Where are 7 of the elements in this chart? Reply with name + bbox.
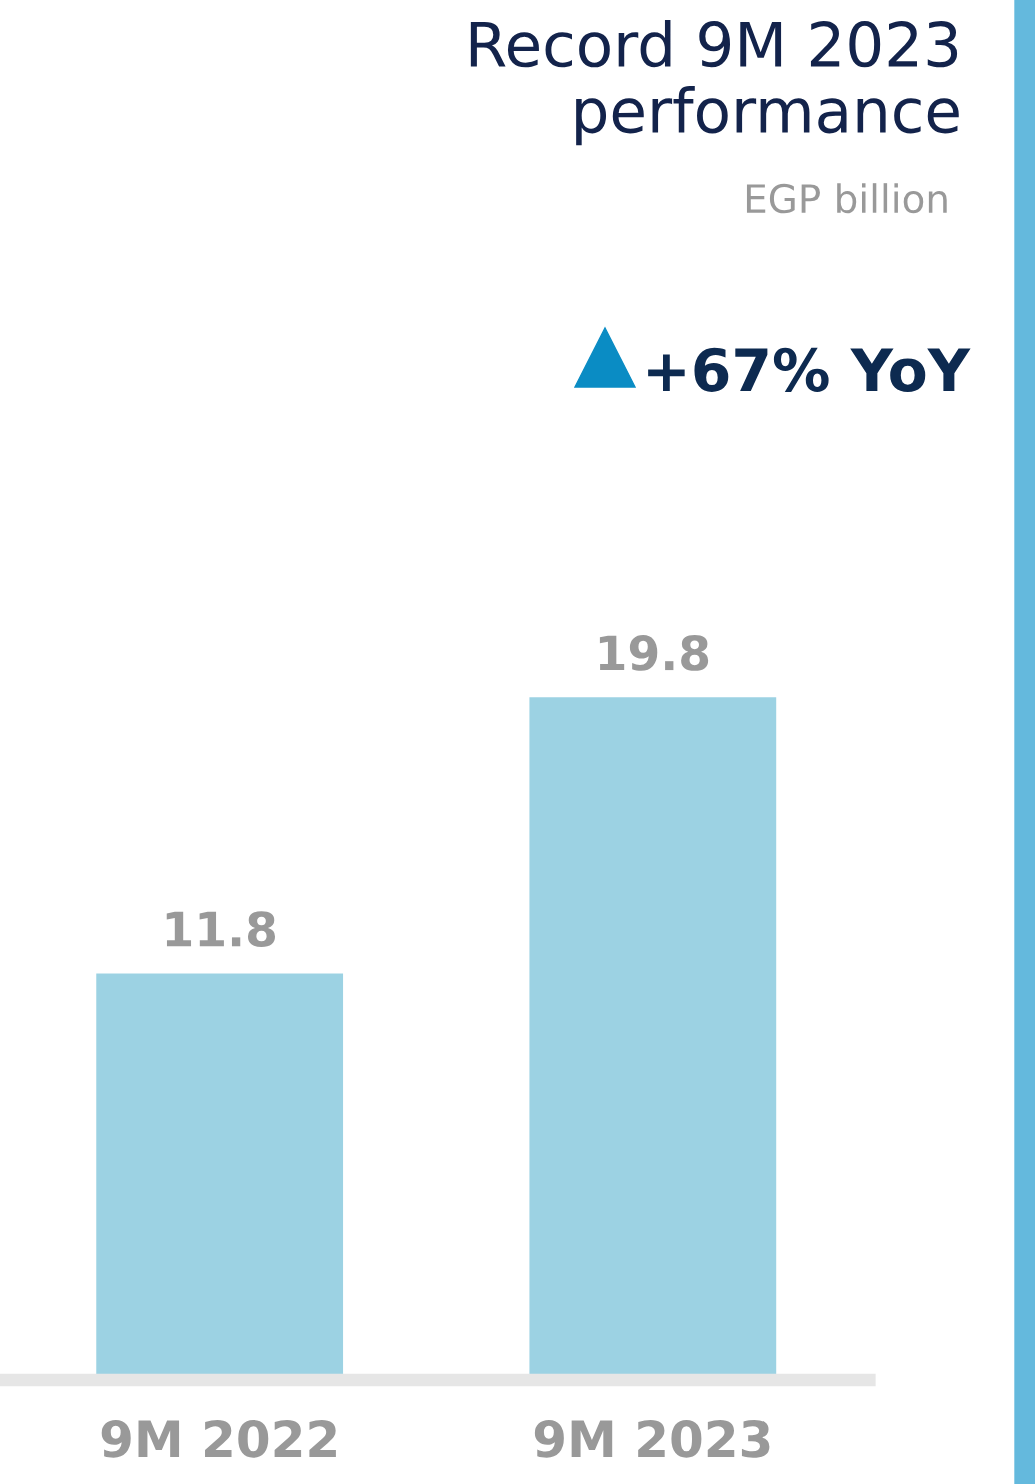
data-label: 11.8 bbox=[166, 911, 276, 947]
x-tick-label: 9M 2022 bbox=[101, 1419, 336, 1458]
text: +67% YoY bbox=[648, 347, 971, 392]
chart-title: Record 9M 2023 performance bbox=[470, 20, 959, 146]
data-label: 19.8 bbox=[599, 635, 709, 671]
x-tick-label: 9M 2023 bbox=[534, 1419, 770, 1458]
chart-subtitle: EGP billion bbox=[746, 183, 947, 214]
